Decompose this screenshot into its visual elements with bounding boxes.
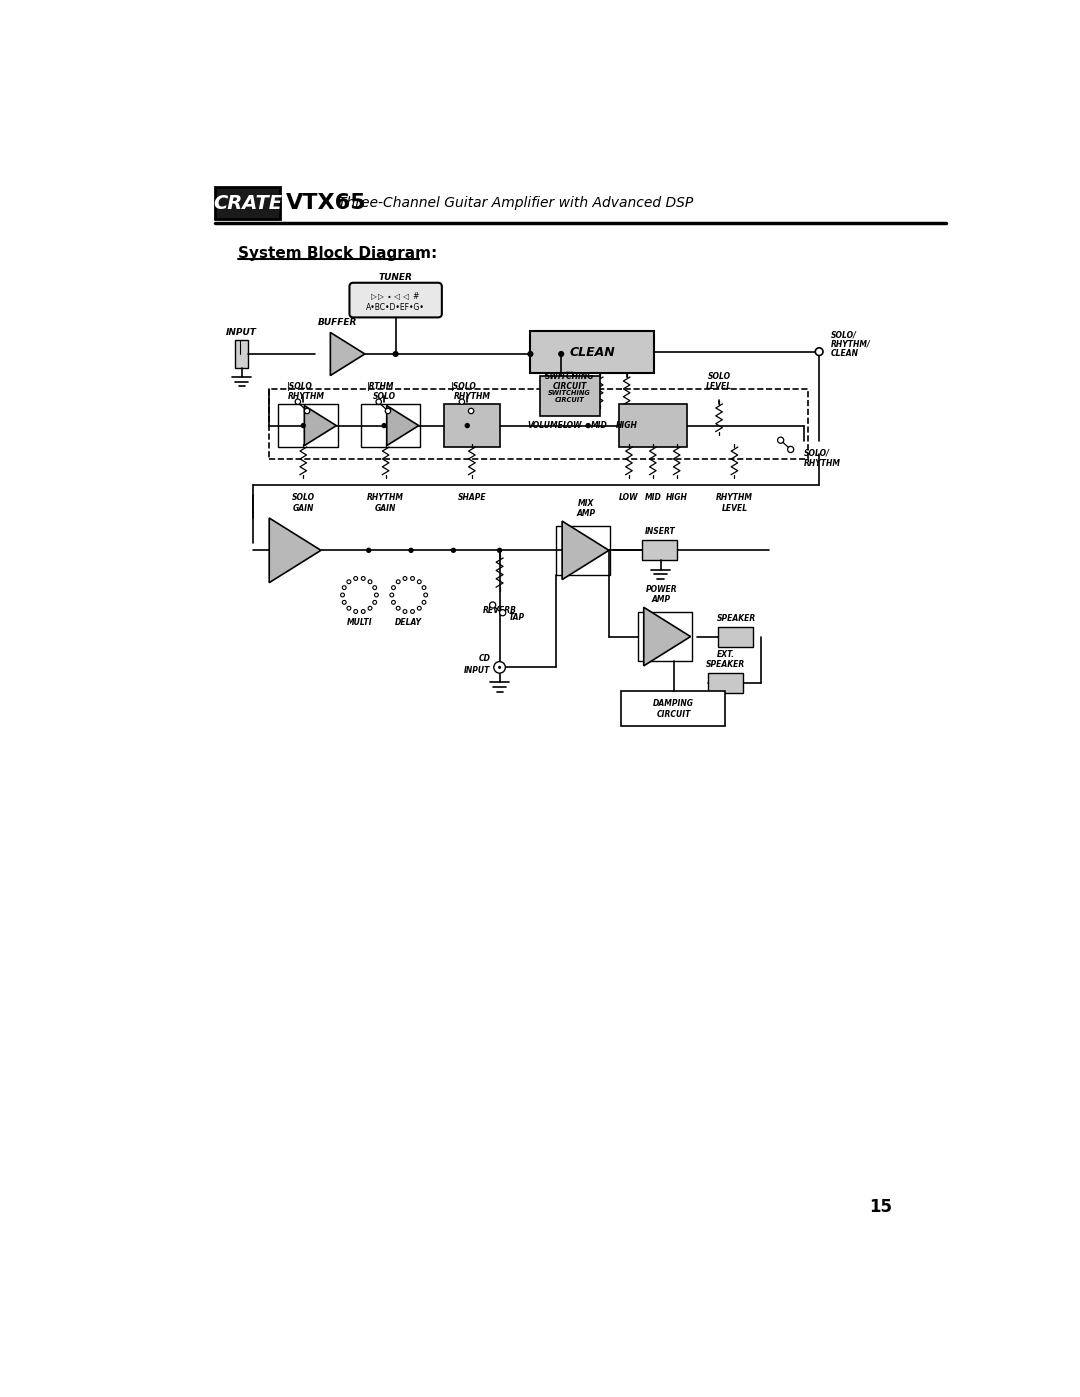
Bar [235,339,247,367]
Polygon shape [330,332,365,376]
Text: LOW: LOW [619,493,638,503]
Text: TAP: TAP [509,613,525,622]
Text: MID: MID [645,493,661,503]
Text: MIX
AMP: MIX AMP [577,499,595,518]
Bar [215,187,280,219]
Circle shape [527,351,534,358]
Text: VTX65: VTX65 [286,193,367,214]
Text: LOW: LOW [563,420,582,430]
Text: POWER
AMP: POWER AMP [646,585,677,605]
Circle shape [494,662,505,673]
Circle shape [778,437,784,443]
Text: HIGH: HIGH [665,493,688,503]
Text: BUFFER: BUFFER [319,319,357,327]
Bar [556,525,610,576]
Text: CLEAN: CLEAN [831,349,859,358]
Text: RHYTHM
LEVEL: RHYTHM LEVEL [716,493,753,513]
Polygon shape [305,405,336,446]
Text: RHYTHM/: RHYTHM/ [831,339,870,348]
FancyBboxPatch shape [350,282,442,317]
Circle shape [498,666,501,669]
Text: MID: MID [591,420,608,430]
Text: |SOLO: |SOLO [450,381,476,391]
Bar [361,404,420,447]
Polygon shape [644,608,690,666]
Text: SOLO
LEVEL: SOLO LEVEL [706,372,732,391]
Text: INSERT: INSERT [645,528,676,536]
Text: MULTI: MULTI [347,617,373,627]
Circle shape [489,602,496,608]
Bar [718,627,753,647]
Text: VOLUME: VOLUME [528,420,564,430]
Circle shape [469,408,474,414]
Text: DELAY: DELAY [395,617,422,627]
Bar [530,331,653,373]
Text: TUNER: TUNER [379,272,413,282]
Bar [444,404,500,447]
Polygon shape [269,518,321,583]
Text: |RTHM: |RTHM [366,381,394,391]
Text: A•BC•D•EF•G•: A•BC•D•EF•G• [366,303,426,312]
Text: SWITCHING
CIRCUIT: SWITCHING CIRCUIT [549,390,591,402]
Text: CRATE: CRATE [213,194,282,212]
Circle shape [392,351,399,358]
Text: CLEAN: CLEAN [569,345,615,359]
Text: HIGH: HIGH [616,420,637,430]
Text: RHYTHM
GAIN: RHYTHM GAIN [367,493,404,513]
Text: SPEAKER: SPEAKER [717,613,756,623]
Bar [621,692,725,726]
Bar [619,404,687,447]
Circle shape [464,423,470,429]
Text: 15: 15 [869,1199,892,1217]
Circle shape [386,408,391,414]
Text: SOLO/: SOLO/ [831,330,856,339]
Bar [637,612,692,661]
Bar [278,404,338,447]
Polygon shape [387,405,419,446]
Text: SOLO/
RHYTHM: SOLO/ RHYTHM [804,448,840,468]
Bar [642,541,677,560]
Text: REVERB: REVERB [483,606,516,615]
Text: CD: CD [478,654,490,662]
Circle shape [497,548,502,553]
Text: INPUT: INPUT [226,328,257,337]
Circle shape [366,548,372,553]
Text: $\rhd\rhd\bullet\lhd\lhd$ #: $\rhd\rhd\bullet\lhd\lhd$ # [370,291,421,302]
Bar [540,376,599,416]
Polygon shape [562,521,609,580]
Text: SOLO: SOLO [373,393,395,401]
Text: SWITCHING
CIRCUIT: SWITCHING CIRCUIT [545,372,594,391]
Bar [708,673,743,693]
Text: SHAPE: SHAPE [458,493,486,503]
Circle shape [295,400,300,404]
Circle shape [376,400,381,404]
Text: SOLO
GAIN: SOLO GAIN [292,493,314,513]
Text: Three-Channel Guitar Amplifier with Advanced DSP: Three-Channel Guitar Amplifier with Adva… [338,196,693,210]
Text: INPUT: INPUT [464,666,490,675]
Circle shape [408,548,414,553]
Text: DAMPING
CIRCUIT: DAMPING CIRCUIT [653,700,694,718]
Circle shape [300,423,306,429]
Circle shape [381,423,387,429]
Text: |SOLO: |SOLO [286,381,312,391]
Circle shape [450,548,456,553]
Text: System Block Diagram:: System Block Diagram: [238,246,437,261]
Text: RHYTHM: RHYTHM [454,393,490,401]
Circle shape [500,609,505,616]
Text: RHYTHM: RHYTHM [288,393,325,401]
Circle shape [585,423,591,429]
Text: EXT.
SPEAKER: EXT. SPEAKER [706,650,745,669]
Circle shape [558,351,564,358]
Circle shape [305,408,310,414]
Circle shape [459,400,464,404]
Circle shape [815,348,823,355]
Circle shape [787,447,794,453]
